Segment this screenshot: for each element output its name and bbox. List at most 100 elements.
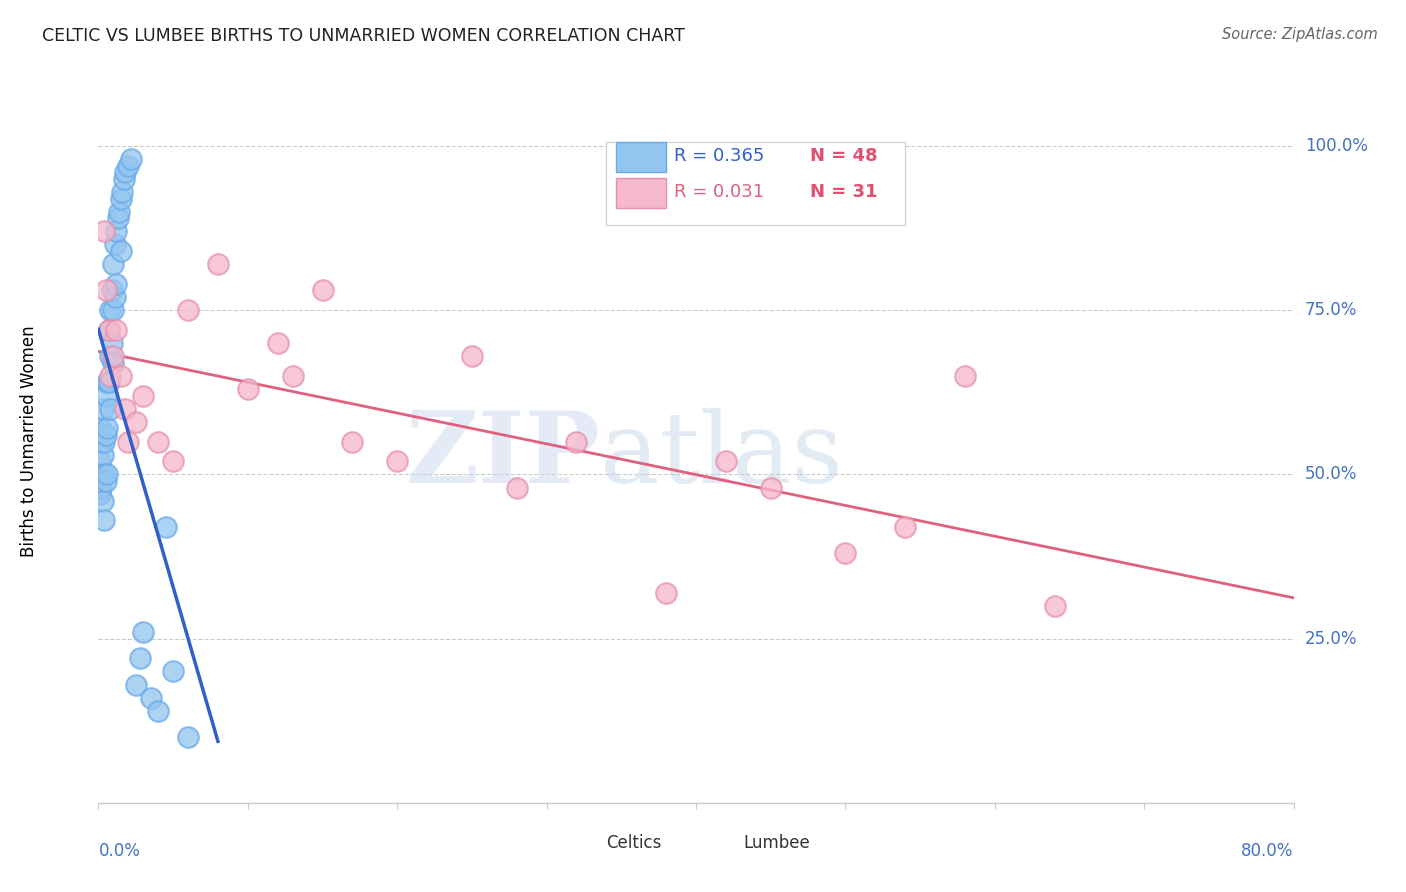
Point bbox=[1043, 599, 1066, 613]
Point bbox=[105, 277, 128, 291]
Point bbox=[96, 467, 118, 482]
Point bbox=[759, 481, 782, 495]
FancyBboxPatch shape bbox=[616, 178, 666, 208]
Point bbox=[97, 323, 120, 337]
FancyBboxPatch shape bbox=[700, 831, 740, 855]
Text: 80.0%: 80.0% bbox=[1241, 842, 1294, 860]
Point bbox=[834, 546, 856, 560]
Point bbox=[105, 224, 128, 238]
Point bbox=[139, 690, 162, 705]
Point bbox=[894, 520, 917, 534]
Point bbox=[177, 730, 200, 744]
Text: ZIP: ZIP bbox=[405, 408, 600, 505]
Text: N = 31: N = 31 bbox=[810, 183, 877, 202]
Text: Lumbee: Lumbee bbox=[744, 833, 810, 852]
Point bbox=[565, 434, 588, 449]
Point bbox=[155, 520, 177, 534]
Text: 25.0%: 25.0% bbox=[1305, 630, 1357, 648]
Text: 0.0%: 0.0% bbox=[98, 842, 141, 860]
Point bbox=[267, 336, 290, 351]
Point bbox=[104, 237, 127, 252]
Point bbox=[93, 467, 115, 482]
Point bbox=[101, 284, 124, 298]
Point bbox=[97, 376, 120, 390]
Point bbox=[114, 401, 136, 416]
Point bbox=[105, 323, 128, 337]
Point bbox=[93, 224, 115, 238]
Point bbox=[103, 349, 125, 363]
Point bbox=[125, 677, 148, 691]
Point bbox=[101, 336, 124, 351]
Text: N = 48: N = 48 bbox=[810, 147, 877, 165]
Point bbox=[103, 356, 125, 370]
Point bbox=[89, 421, 111, 435]
Point bbox=[132, 625, 155, 640]
Text: 100.0%: 100.0% bbox=[1305, 137, 1368, 155]
Point bbox=[120, 152, 142, 166]
Point bbox=[111, 185, 134, 199]
Point bbox=[108, 204, 131, 219]
FancyBboxPatch shape bbox=[606, 142, 905, 225]
Point bbox=[93, 513, 115, 527]
Point bbox=[117, 434, 139, 449]
Point bbox=[655, 585, 678, 599]
Point bbox=[91, 493, 114, 508]
Point bbox=[91, 448, 114, 462]
Text: 75.0%: 75.0% bbox=[1305, 301, 1357, 319]
Point bbox=[103, 303, 125, 318]
Point bbox=[98, 401, 122, 416]
Point bbox=[93, 434, 115, 449]
Point bbox=[89, 487, 111, 501]
Point bbox=[110, 244, 132, 258]
Text: CELTIC VS LUMBEE BIRTHS TO UNMARRIED WOMEN CORRELATION CHART: CELTIC VS LUMBEE BIRTHS TO UNMARRIED WOM… bbox=[42, 27, 685, 45]
Point bbox=[162, 454, 184, 468]
Point bbox=[132, 388, 155, 402]
Point bbox=[148, 434, 170, 449]
Point bbox=[953, 368, 976, 383]
Point bbox=[385, 454, 409, 468]
Point bbox=[461, 349, 484, 363]
Point bbox=[236, 382, 259, 396]
Point bbox=[117, 159, 139, 173]
Point bbox=[281, 368, 304, 383]
Point bbox=[125, 415, 148, 429]
Text: atlas: atlas bbox=[600, 409, 844, 504]
Point bbox=[129, 651, 152, 665]
Point bbox=[114, 165, 136, 179]
Point bbox=[98, 368, 122, 383]
Point bbox=[94, 428, 117, 442]
FancyBboxPatch shape bbox=[564, 831, 602, 855]
Point bbox=[506, 481, 529, 495]
Point bbox=[104, 290, 127, 304]
Point bbox=[98, 303, 122, 318]
Point bbox=[342, 434, 364, 449]
Point bbox=[714, 454, 737, 468]
Point bbox=[98, 349, 122, 363]
Point bbox=[91, 401, 114, 416]
Point bbox=[107, 211, 129, 226]
Point bbox=[148, 704, 170, 718]
Text: R = 0.031: R = 0.031 bbox=[675, 183, 765, 202]
Point bbox=[97, 323, 120, 337]
Point bbox=[94, 388, 117, 402]
Text: 50.0%: 50.0% bbox=[1305, 466, 1357, 483]
Point bbox=[110, 192, 132, 206]
Point bbox=[311, 284, 333, 298]
Point bbox=[177, 303, 200, 318]
Point bbox=[90, 481, 112, 495]
Text: Source: ZipAtlas.com: Source: ZipAtlas.com bbox=[1222, 27, 1378, 42]
Point bbox=[162, 665, 184, 679]
Point bbox=[207, 257, 229, 271]
Point bbox=[103, 257, 125, 271]
Point bbox=[90, 434, 112, 449]
Point bbox=[94, 474, 117, 488]
FancyBboxPatch shape bbox=[616, 142, 666, 172]
Point bbox=[89, 454, 111, 468]
Text: Births to Unmarried Women: Births to Unmarried Women bbox=[20, 326, 38, 558]
Point bbox=[112, 171, 135, 186]
Point bbox=[96, 421, 118, 435]
Point bbox=[96, 376, 118, 390]
Text: R = 0.365: R = 0.365 bbox=[675, 147, 765, 165]
Point bbox=[94, 284, 117, 298]
Point bbox=[110, 368, 132, 383]
